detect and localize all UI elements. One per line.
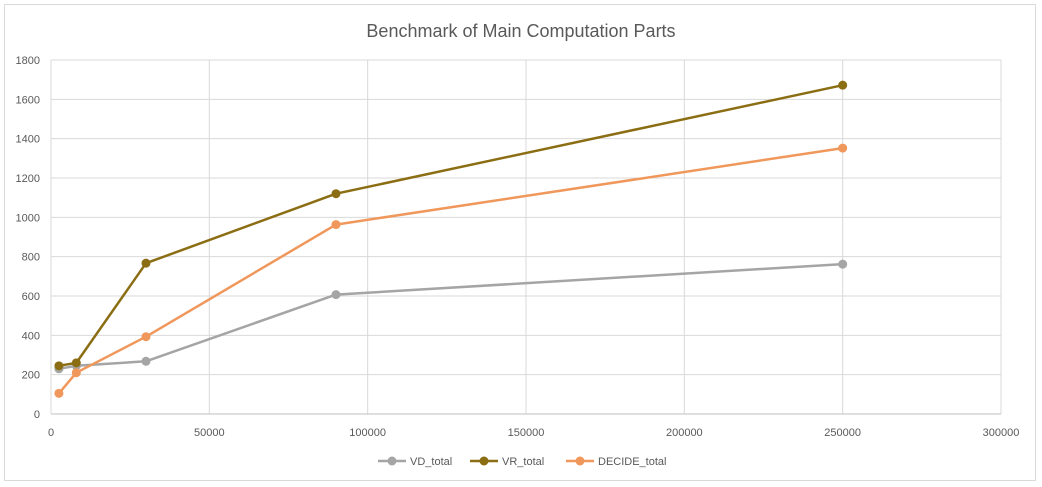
y-tick-label: 1000 — [16, 212, 40, 224]
data-point — [838, 143, 848, 153]
legend-marker — [387, 456, 397, 466]
legend-label: VR_total — [502, 456, 544, 468]
y-tick-label: 0 — [34, 409, 40, 421]
series-line — [58, 262, 843, 371]
legend: VD_total VR_total DECIDE_total — [378, 456, 666, 468]
legend-item: DECIDE_total — [566, 456, 666, 468]
data-point — [71, 368, 81, 378]
series-lines — [54, 80, 848, 398]
x-tick-label: 250000 — [824, 427, 861, 439]
data-point — [838, 80, 848, 90]
y-tick-label: 800 — [22, 252, 40, 264]
legend-item: VR_total — [470, 456, 544, 468]
x-tick-label: 100000 — [349, 427, 386, 439]
x-tick-label: 0 — [48, 427, 54, 439]
x-tick-label: 150000 — [508, 427, 545, 439]
x-tick-label: 300000 — [983, 427, 1020, 439]
legend-marker — [575, 456, 585, 466]
data-point — [331, 189, 341, 199]
y-tick-label: 1600 — [16, 94, 40, 106]
y-tick-label: 1200 — [16, 173, 40, 185]
data-point — [331, 220, 341, 230]
legend-label: DECIDE_total — [598, 456, 666, 468]
legend-label: VD_total — [410, 456, 452, 468]
data-point — [141, 258, 151, 268]
grid-lines — [51, 59, 1002, 414]
series-DECIDE_total — [54, 143, 848, 398]
legend-marker — [479, 456, 489, 466]
y-tick-label: 1800 — [16, 55, 40, 67]
y-tick-label: 600 — [22, 291, 40, 303]
x-tick-label: 200000 — [666, 427, 703, 439]
data-point — [838, 259, 848, 269]
series-VR_total — [54, 80, 848, 371]
series-line — [58, 83, 843, 368]
data-point — [331, 290, 341, 300]
series-VD_total — [54, 259, 848, 374]
data-point — [54, 361, 64, 371]
data-point — [54, 388, 64, 398]
data-point — [141, 356, 151, 366]
chart-title: Benchmark of Main Computation Parts — [366, 21, 675, 41]
axes: 0 200 400 600 800 1000 1200 1400 1600 1800 0 50000 1… — [16, 55, 1020, 439]
data-point — [71, 358, 81, 368]
y-tick-label: 400 — [22, 330, 40, 342]
chart-frame — [4, 4, 1036, 481]
data-point — [141, 332, 151, 342]
x-tick-label: 50000 — [194, 427, 225, 439]
y-tick-label: 1400 — [16, 134, 40, 146]
y-tick-label: 200 — [22, 370, 40, 382]
legend-item: VD_total — [378, 456, 452, 468]
